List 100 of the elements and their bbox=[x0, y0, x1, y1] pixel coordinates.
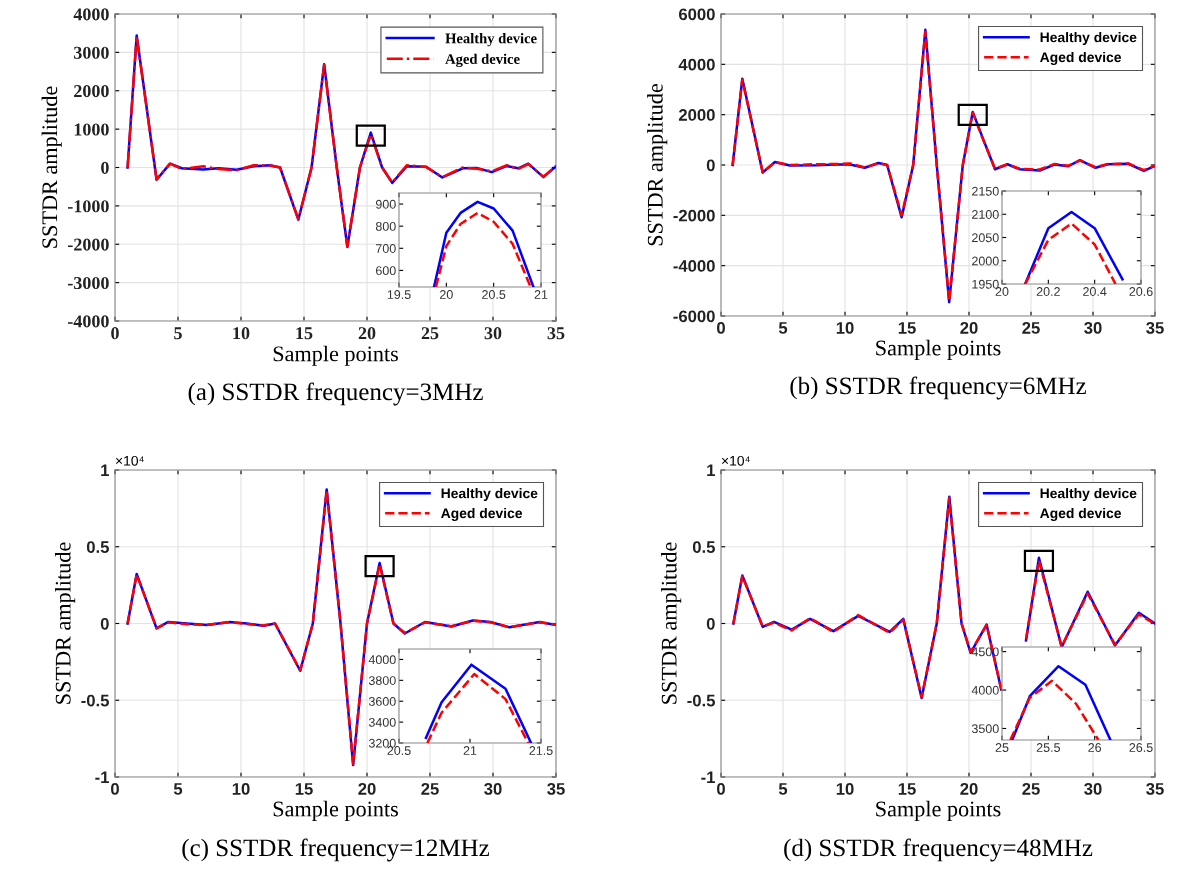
y-tick-label: 2000 bbox=[678, 109, 715, 121]
y-axis-title: SSTDR amplitude bbox=[647, 83, 668, 246]
y-tick-label: 600 bbox=[376, 266, 396, 276]
y-axis-title: SSTDR amplitude bbox=[661, 542, 682, 704]
y-tick-label: 800 bbox=[375, 221, 396, 231]
x-tick-label: 5 bbox=[173, 783, 183, 795]
y-tick-label: 0 bbox=[706, 617, 715, 630]
x-tick-label: 21 bbox=[534, 290, 548, 299]
legend-label: Aged device bbox=[1040, 51, 1122, 65]
y-tick-label: -0.5 bbox=[81, 694, 109, 707]
legend-label: Healthy device bbox=[445, 33, 537, 47]
x-tick-label: 30 bbox=[484, 327, 502, 340]
x-tick-label: 20.6 bbox=[1129, 287, 1153, 296]
x-tick-label: 20.4 bbox=[1083, 287, 1107, 296]
x-axis-title: Sample points bbox=[876, 339, 1001, 361]
x-tick-label: 15 bbox=[296, 327, 313, 340]
x-tick-label: 15 bbox=[898, 783, 916, 795]
x-tick-label: 20 bbox=[960, 322, 978, 334]
x-tick-label: 20 bbox=[358, 327, 376, 340]
y-tick-label: 4000 bbox=[73, 8, 109, 21]
y-tick-label: -1 bbox=[701, 771, 715, 784]
y-tick-label: 3400 bbox=[368, 717, 396, 727]
y-tick-label: 3200 bbox=[368, 738, 396, 748]
y-tick-label: 1950 bbox=[972, 279, 999, 289]
y-tick-label: 0.5 bbox=[86, 541, 109, 553]
y-tick-label: -1000 bbox=[67, 200, 109, 213]
y-tick-label: 700 bbox=[376, 244, 396, 253]
x-tick-label: 10 bbox=[232, 783, 250, 795]
y-tick-label: 1000 bbox=[74, 123, 109, 136]
x-tick-label: 0 bbox=[111, 783, 119, 795]
y-tick-label: -6000 bbox=[673, 310, 715, 323]
x-tick-label: 30 bbox=[484, 783, 502, 795]
x-tick-label: 20 bbox=[358, 783, 376, 795]
y-tick-label: 4000 bbox=[678, 58, 715, 71]
x-tick-label: 30 bbox=[1084, 322, 1102, 334]
y-tick-label: -4000 bbox=[67, 315, 109, 328]
y-tick-label: 4000 bbox=[368, 655, 396, 665]
x-tick-label: 21 bbox=[463, 746, 477, 755]
text: ×10⁴ bbox=[721, 455, 750, 466]
x-tick-label: 15 bbox=[295, 783, 313, 795]
x-tick-label: 5 bbox=[174, 327, 182, 340]
y-tick-label: 4000 bbox=[971, 685, 999, 695]
x-tick-label: 5 bbox=[778, 783, 788, 795]
x-tick-label: 25.5 bbox=[1036, 743, 1060, 752]
x-axis-title: Sample points bbox=[876, 800, 1001, 822]
legend-label: Aged device bbox=[441, 507, 523, 521]
x-tick-label: 20 bbox=[960, 783, 978, 795]
x-tick-label: 20.2 bbox=[1036, 287, 1060, 296]
x-tick-label: 19.5 bbox=[387, 290, 411, 299]
y-tick-label: 0 bbox=[706, 159, 715, 172]
y-tick-label: 0.5 bbox=[692, 541, 715, 553]
legend-label: Aged device bbox=[445, 53, 520, 68]
text: (b) SSTDR frequency=6MHz bbox=[790, 376, 1086, 400]
x-tick-label: 20 bbox=[995, 287, 1009, 296]
y-tick-label: 0 bbox=[100, 617, 109, 630]
x-tick-label: 25 bbox=[995, 743, 1009, 752]
x-tick-label: 10 bbox=[836, 322, 854, 334]
x-axis-title: Sample points bbox=[273, 800, 398, 822]
text: ×10⁴ bbox=[115, 455, 144, 466]
y-tick-label: -2000 bbox=[673, 209, 715, 222]
x-tick-label: 35 bbox=[1146, 783, 1164, 795]
x-tick-label: 5 bbox=[778, 322, 788, 334]
x-tick-label: 26 bbox=[1088, 743, 1102, 752]
y-tick-label: 2100 bbox=[972, 210, 999, 219]
x-tick-label: 0 bbox=[717, 783, 725, 795]
y-axis-title: SSTDR amplitude bbox=[55, 542, 76, 704]
y-tick-label: 1 bbox=[101, 464, 109, 477]
y-tick-label: -2000 bbox=[67, 238, 109, 251]
x-tick-label: 25 bbox=[1022, 322, 1040, 334]
x-tick-label: 0 bbox=[717, 322, 725, 334]
x-tick-label: 35 bbox=[547, 327, 565, 340]
legend-label: Aged device bbox=[1040, 507, 1122, 521]
y-tick-label: 900 bbox=[375, 199, 396, 209]
y-tick-label: 2000 bbox=[972, 256, 999, 266]
y-tick-label: 2000 bbox=[74, 85, 109, 98]
legend-label: Healthy device bbox=[441, 488, 538, 501]
text: (c) SSTDR frequency=12MHz bbox=[182, 838, 490, 862]
x-tick-label: 20 bbox=[440, 290, 453, 299]
y-axis-title: SSTDR amplitude bbox=[41, 86, 62, 248]
x-tick-label: 0 bbox=[111, 327, 119, 340]
x-tick-label: 20.5 bbox=[482, 290, 506, 299]
text: (d) SSTDR frequency=48MHz bbox=[784, 838, 1093, 862]
x-tick-label: 26.5 bbox=[1129, 743, 1153, 752]
x-tick-label: 25 bbox=[421, 783, 439, 795]
y-tick-label: 0 bbox=[101, 161, 109, 174]
x-tick-label: 25 bbox=[421, 327, 439, 340]
y-tick-label: 2150 bbox=[972, 186, 999, 196]
legend-label: Healthy device bbox=[1040, 32, 1137, 45]
x-tick-label: 25 bbox=[1022, 783, 1040, 795]
y-tick-label: 3800 bbox=[368, 676, 396, 685]
y-tick-label: 3000 bbox=[74, 46, 109, 59]
legend-label: Healthy device bbox=[1040, 488, 1137, 501]
y-tick-label: -3000 bbox=[67, 276, 109, 290]
x-tick-label: 35 bbox=[1146, 322, 1164, 334]
y-tick-label: -0.5 bbox=[687, 694, 715, 707]
y-tick-label: 1 bbox=[707, 464, 715, 477]
x-tick-label: 20.5 bbox=[387, 746, 411, 755]
text: (a) SSTDR frequency=3MHz bbox=[188, 382, 483, 406]
x-tick-label: 10 bbox=[836, 783, 854, 795]
x-tick-label: 30 bbox=[1084, 783, 1102, 795]
